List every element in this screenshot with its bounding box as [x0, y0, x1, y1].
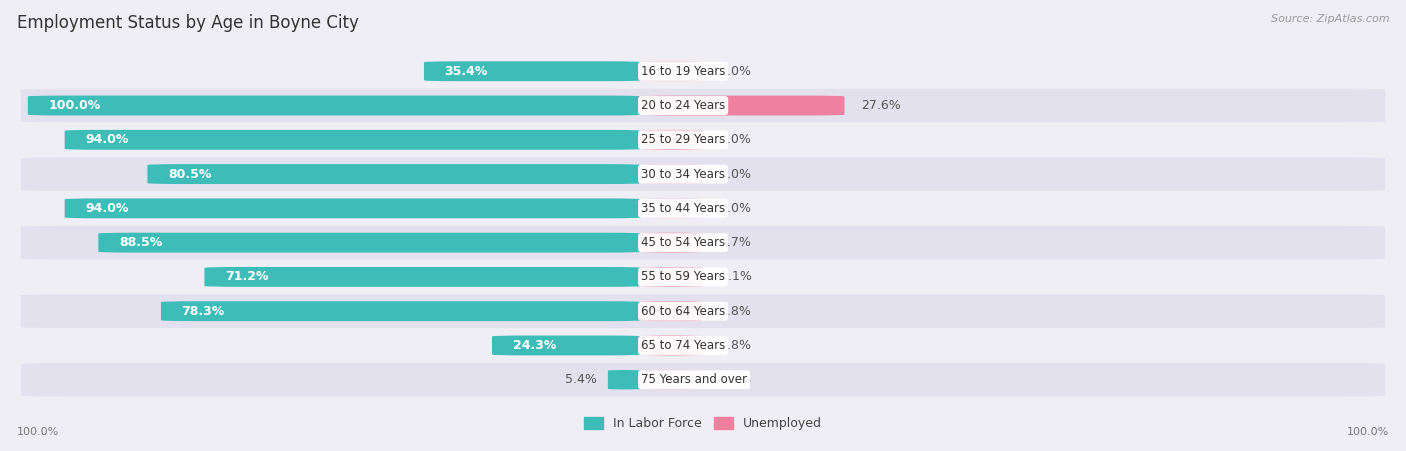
FancyBboxPatch shape — [98, 233, 641, 253]
FancyBboxPatch shape — [641, 130, 703, 150]
Text: 0.8%: 0.8% — [720, 339, 752, 352]
Text: 94.0%: 94.0% — [86, 202, 129, 215]
Text: 27.6%: 27.6% — [860, 99, 901, 112]
Text: 25 to 29 Years: 25 to 29 Years — [641, 133, 725, 146]
FancyBboxPatch shape — [21, 295, 1385, 328]
Text: 100.0%: 100.0% — [17, 428, 59, 437]
FancyBboxPatch shape — [606, 370, 643, 390]
FancyBboxPatch shape — [492, 336, 641, 355]
FancyBboxPatch shape — [641, 267, 703, 287]
Text: 16 to 19 Years: 16 to 19 Years — [641, 65, 725, 78]
Text: 71.2%: 71.2% — [225, 271, 269, 283]
Text: 0.0%: 0.0% — [720, 202, 752, 215]
FancyBboxPatch shape — [21, 363, 1385, 396]
FancyBboxPatch shape — [21, 226, 1385, 259]
Text: 35.4%: 35.4% — [444, 65, 488, 78]
Text: 75 Years and over: 75 Years and over — [641, 373, 747, 386]
FancyBboxPatch shape — [641, 96, 845, 115]
Text: 94.0%: 94.0% — [86, 133, 129, 146]
Text: 0.0%: 0.0% — [720, 168, 752, 180]
FancyBboxPatch shape — [641, 336, 703, 355]
FancyBboxPatch shape — [641, 370, 703, 390]
Text: 100.0%: 100.0% — [49, 99, 101, 112]
FancyBboxPatch shape — [641, 164, 703, 184]
Text: 6.7%: 6.7% — [720, 236, 751, 249]
Text: 80.5%: 80.5% — [169, 168, 211, 180]
FancyBboxPatch shape — [21, 157, 1385, 191]
FancyBboxPatch shape — [21, 123, 1385, 156]
Text: 55 to 59 Years: 55 to 59 Years — [641, 271, 725, 283]
FancyBboxPatch shape — [160, 301, 641, 321]
FancyBboxPatch shape — [641, 198, 703, 218]
FancyBboxPatch shape — [21, 329, 1385, 362]
FancyBboxPatch shape — [21, 55, 1385, 88]
Text: 35 to 44 Years: 35 to 44 Years — [641, 202, 725, 215]
Text: 5.4%: 5.4% — [565, 373, 598, 386]
Text: 3.0%: 3.0% — [720, 133, 751, 146]
Text: 78.3%: 78.3% — [181, 305, 225, 318]
FancyBboxPatch shape — [148, 164, 641, 184]
Text: 20 to 24 Years: 20 to 24 Years — [641, 99, 725, 112]
FancyBboxPatch shape — [21, 89, 1385, 122]
Text: Employment Status by Age in Boyne City: Employment Status by Age in Boyne City — [17, 14, 359, 32]
FancyBboxPatch shape — [21, 260, 1385, 294]
Text: 0.0%: 0.0% — [720, 373, 752, 386]
FancyBboxPatch shape — [65, 130, 641, 150]
Text: 100.0%: 100.0% — [1347, 428, 1389, 437]
Text: Source: ZipAtlas.com: Source: ZipAtlas.com — [1271, 14, 1389, 23]
FancyBboxPatch shape — [425, 61, 641, 81]
FancyBboxPatch shape — [641, 61, 703, 81]
Text: 88.5%: 88.5% — [120, 236, 162, 249]
FancyBboxPatch shape — [28, 96, 641, 115]
FancyBboxPatch shape — [21, 192, 1385, 225]
Text: 5.1%: 5.1% — [720, 271, 751, 283]
Text: 60 to 64 Years: 60 to 64 Years — [641, 305, 725, 318]
Text: 24.3%: 24.3% — [513, 339, 555, 352]
Legend: In Labor Force, Unemployed: In Labor Force, Unemployed — [579, 412, 827, 435]
Text: 65 to 74 Years: 65 to 74 Years — [641, 339, 725, 352]
Text: 30 to 34 Years: 30 to 34 Years — [641, 168, 725, 180]
Text: 45 to 54 Years: 45 to 54 Years — [641, 236, 725, 249]
Text: 0.0%: 0.0% — [720, 65, 752, 78]
Text: 1.8%: 1.8% — [720, 305, 751, 318]
FancyBboxPatch shape — [641, 301, 703, 321]
FancyBboxPatch shape — [204, 267, 641, 287]
FancyBboxPatch shape — [65, 198, 641, 218]
FancyBboxPatch shape — [641, 233, 703, 253]
